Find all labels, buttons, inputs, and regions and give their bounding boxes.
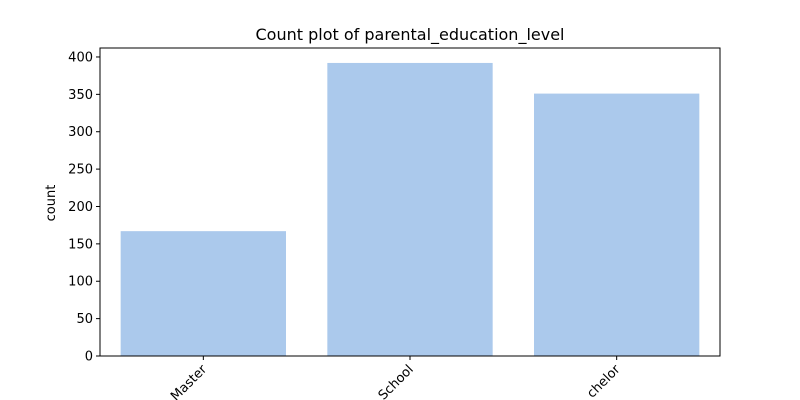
- y-tick-label-7: 350: [68, 88, 93, 103]
- chart-title: Count plot of parental_education_level: [256, 25, 565, 45]
- y-tick-label-5: 250: [68, 163, 93, 178]
- bars-group: [120, 62, 700, 357]
- y-tick-label-4: 200: [68, 200, 93, 215]
- plot-area-frame: [99, 47, 721, 357]
- y-tick-label-3: 150: [68, 237, 93, 252]
- bar-1: [120, 231, 287, 356]
- bar-3: [534, 93, 700, 357]
- x-tick-label-0: Master: [168, 362, 210, 400]
- y-axis-ticks: 0 50 100 150 200 250 300 350 400: [68, 50, 100, 365]
- bar-2: [327, 62, 493, 357]
- y-tick-label-0: 0: [85, 350, 93, 365]
- x-tick-label-2: chelor: [584, 362, 624, 400]
- y-tick-label-1: 50: [76, 312, 93, 327]
- y-tick-label-2: 100: [68, 275, 93, 290]
- y-tick-label-6: 300: [68, 125, 93, 140]
- y-axis-label: count: [44, 185, 59, 222]
- x-tick-label-1: School: [376, 362, 417, 400]
- y-tick-label-8: 400: [68, 50, 93, 65]
- x-axis-ticks: Master School chelor: [168, 356, 624, 400]
